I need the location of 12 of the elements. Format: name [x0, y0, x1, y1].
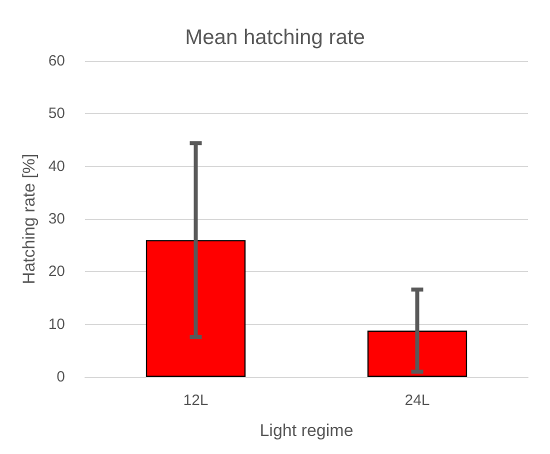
- x-tick-label: 24L: [404, 392, 430, 409]
- x-tick-label: 12L: [183, 392, 208, 409]
- y-tick-label: 20: [48, 263, 65, 280]
- y-tick-label: 60: [48, 52, 65, 70]
- x-axis-title: Light regime: [260, 421, 354, 440]
- y-axis-title: Hatching rate [%]: [19, 154, 38, 284]
- y-tick-label: 30: [48, 210, 65, 228]
- chart-title: Mean hatching rate: [185, 26, 365, 49]
- y-tick-label: 50: [48, 105, 65, 122]
- y-tick-label: 40: [48, 158, 65, 175]
- y-tick-label: 0: [56, 368, 65, 386]
- y-tick-label: 10: [48, 316, 65, 333]
